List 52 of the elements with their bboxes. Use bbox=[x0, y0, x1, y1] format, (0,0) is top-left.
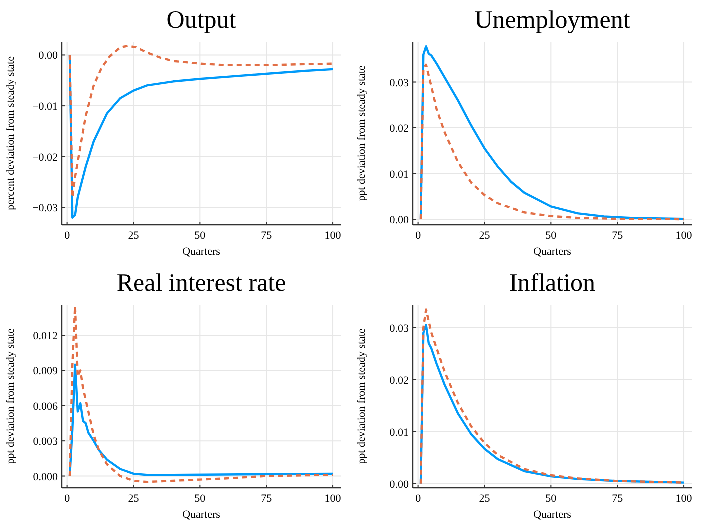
chart-title: Inflation bbox=[509, 270, 596, 297]
x-axis-title: Quarters bbox=[534, 509, 572, 521]
x-axis-title: Quarters bbox=[182, 509, 220, 521]
x-tick-label: 25 bbox=[479, 230, 491, 242]
x-tick-label: 25 bbox=[479, 493, 491, 505]
x-axis-title: Quarters bbox=[534, 246, 572, 258]
y-tick-label: 0.00 bbox=[38, 50, 58, 62]
line-series bbox=[68, 364, 334, 478]
chart-title: Real interest rate bbox=[116, 270, 286, 297]
y-tick-label: 0.009 bbox=[33, 366, 58, 378]
x-tick-label: 0 bbox=[416, 230, 422, 242]
y-tick-label: 0.003 bbox=[33, 436, 58, 448]
y-tick-label: 0.02 bbox=[390, 123, 409, 136]
x-tick-label: 75 bbox=[612, 230, 624, 242]
y-axis-title: ppt deviation from steady state bbox=[5, 328, 17, 464]
line-series bbox=[68, 305, 334, 484]
y-tick-label: 0.00 bbox=[390, 214, 410, 227]
y-tick-label: 0.000 bbox=[33, 471, 58, 484]
x-tick-label: 0 bbox=[64, 230, 71, 242]
x-tick-label: 0 bbox=[416, 493, 422, 505]
x-tick-label: 75 bbox=[261, 493, 273, 505]
chart-title: Output bbox=[166, 7, 236, 34]
y-tick-label: 0.01 bbox=[390, 426, 409, 439]
y-tick-label: 0.03 bbox=[390, 77, 410, 90]
y-tick-label: 0.03 bbox=[390, 322, 410, 335]
y-axis-title: ppt deviation from steady state bbox=[356, 66, 368, 202]
x-tick-label: 100 bbox=[676, 493, 693, 505]
x-tick-label: 25 bbox=[128, 230, 140, 242]
y-tick-label: 0.012 bbox=[33, 330, 58, 342]
x-tick-label: 50 bbox=[194, 230, 206, 242]
x-tick-label: 50 bbox=[546, 493, 558, 505]
x-tick-label: 50 bbox=[194, 493, 206, 505]
y-tick-label: 0.00 bbox=[390, 478, 410, 491]
chart-title: Unemployment bbox=[474, 7, 630, 34]
x-tick-label: 50 bbox=[546, 230, 558, 242]
y-tick-label: −0.01 bbox=[32, 101, 58, 114]
x-tick-label: 75 bbox=[612, 493, 624, 505]
y-tick-label: 0.01 bbox=[390, 168, 409, 181]
x-tick-label: 100 bbox=[676, 230, 693, 242]
y-tick-label: 0.006 bbox=[33, 400, 58, 413]
y-tick-label: 0.02 bbox=[390, 374, 409, 387]
y-tick-label: −0.02 bbox=[32, 152, 58, 164]
x-tick-label: 75 bbox=[261, 230, 273, 242]
x-axis-title: Quarters bbox=[182, 246, 220, 258]
y-tick-label: −0.03 bbox=[32, 202, 58, 215]
x-tick-label: 25 bbox=[128, 493, 140, 505]
line-series bbox=[68, 44, 334, 199]
y-axis-title: ppt deviation from steady state bbox=[356, 328, 368, 464]
x-tick-label: 100 bbox=[324, 493, 342, 505]
x-tick-label: 0 bbox=[64, 493, 71, 505]
y-axis-title: percent deviation from steady state bbox=[5, 56, 17, 210]
x-tick-label: 100 bbox=[324, 230, 342, 242]
